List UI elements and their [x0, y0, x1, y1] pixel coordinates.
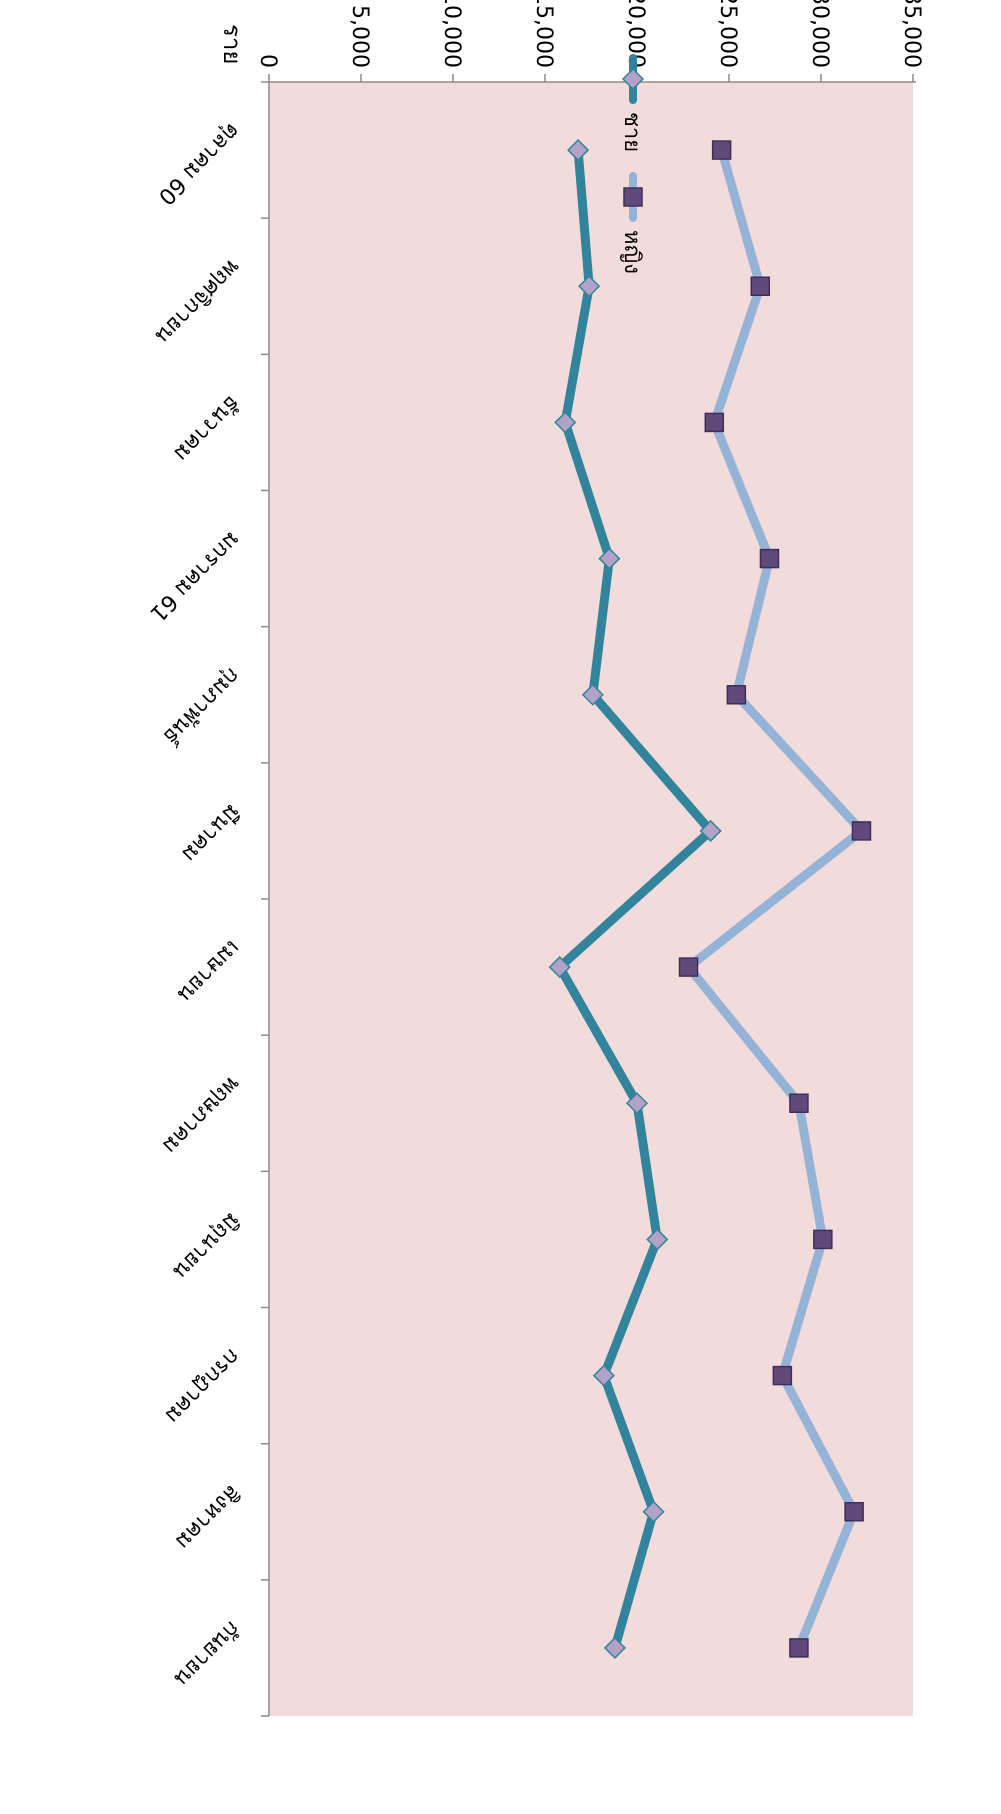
data-point	[567, 139, 590, 162]
data-point	[548, 956, 571, 979]
legend-marker	[621, 67, 645, 91]
data-point	[699, 819, 722, 842]
data-point	[625, 1092, 649, 1115]
x-tick-label: มกราคม 61	[145, 526, 245, 626]
legend-label: ชาย	[619, 112, 644, 152]
legend-marker	[623, 187, 643, 207]
plot-area	[269, 82, 913, 1716]
data-point	[789, 1638, 809, 1658]
y-tick-label: 5,000	[347, 5, 372, 68]
data-point	[581, 683, 604, 706]
x-tick-label: พฤศจิกายน	[150, 254, 244, 348]
data-point	[844, 1502, 864, 1522]
series-line	[684, 145, 866, 1653]
x-tick-label: สิงหาคม	[170, 1480, 244, 1554]
x-tick-label: ตุลาคม 60	[153, 118, 244, 209]
series-line	[555, 145, 716, 1653]
x-tick-label: กันยายน	[169, 1616, 244, 1691]
y-tick-label: 25,000	[715, 0, 740, 68]
data-point	[554, 411, 577, 434]
data-point	[678, 957, 699, 977]
x-tick-label: มิถุนายน	[168, 1207, 244, 1283]
data-point	[851, 821, 872, 841]
data-point	[598, 547, 621, 570]
data-point	[772, 1365, 793, 1386]
y-axis-label: ราย	[218, 24, 246, 64]
x-tick-label: กรกฎาคม	[160, 1343, 245, 1428]
x-tick-label: มีนาคม	[176, 799, 244, 867]
y-tick-label: 10,000	[439, 0, 464, 68]
series-1	[548, 139, 722, 1659]
legend-label: หญิง	[619, 230, 644, 274]
x-tick-label: ธันวาคม	[168, 390, 244, 466]
data-point	[646, 1228, 669, 1251]
data-point	[592, 1364, 615, 1387]
data-point	[726, 685, 747, 705]
data-point	[704, 412, 725, 433]
data-point	[759, 548, 780, 569]
data-point	[578, 275, 601, 298]
x-tick-label: กุมภาพันธ์	[158, 663, 245, 750]
y-tick-label: 30,000	[807, 0, 832, 68]
data-point	[642, 1500, 665, 1523]
y-tick-label: 15,000	[531, 0, 556, 68]
x-tick-label: พฤษภาคม	[157, 1071, 244, 1158]
series-2	[678, 140, 872, 1658]
data-point	[813, 1229, 833, 1250]
data-point	[750, 276, 771, 296]
data-point	[603, 1636, 626, 1659]
data-point	[789, 1093, 809, 1113]
y-tick-label: 0	[255, 54, 280, 68]
data-point	[711, 140, 732, 160]
x-tick-label: เมษายน	[172, 935, 244, 1007]
y-tick-label: 35,000	[899, 0, 924, 68]
